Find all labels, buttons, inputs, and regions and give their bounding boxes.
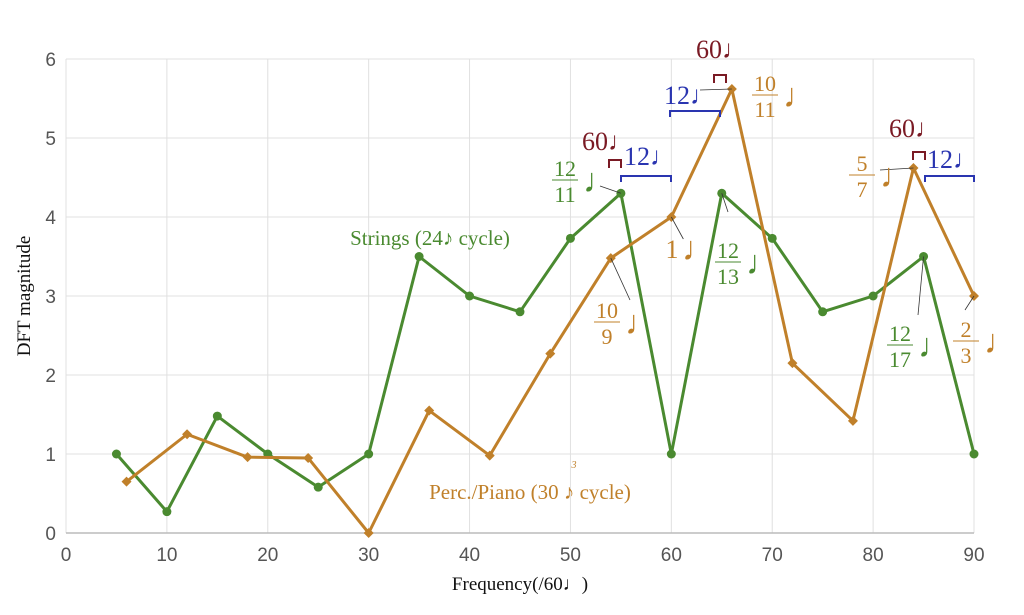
x-tick-label: 10 — [156, 545, 177, 566]
fraction-denominator: 17 — [889, 347, 911, 372]
data-point — [767, 233, 777, 243]
data-point — [363, 528, 374, 538]
quarter-note-icon: ♩ — [625, 305, 659, 342]
data-point — [818, 307, 828, 317]
y-tick-label: 3 — [45, 287, 56, 308]
period-label-60: 60♩ — [582, 127, 634, 156]
y-tick-label: 5 — [45, 129, 56, 150]
quarter-note-icon: ♩ — [880, 158, 914, 195]
data-point — [212, 411, 222, 421]
data-point — [242, 452, 253, 463]
period-label-12: 12♩ — [624, 142, 676, 171]
data-point — [484, 450, 495, 461]
quarter-note-icon: ♩ — [918, 328, 952, 365]
leader-line — [670, 216, 684, 240]
quarter-note-icon: ♩ — [984, 324, 1018, 361]
grid — [65, 58, 975, 534]
period-label-60: 60♩ — [696, 35, 748, 64]
tuplet-label: 3 — [571, 460, 577, 471]
fraction-value: 1 — [666, 235, 679, 264]
data-point — [111, 449, 121, 459]
leader-line — [599, 185, 622, 194]
leader-line — [721, 193, 729, 213]
data-point — [414, 252, 424, 261]
fraction-denominator: 7 — [857, 177, 868, 202]
data-point — [515, 307, 525, 317]
fraction-denominator: 13 — [717, 264, 739, 289]
x-tick-label: 70 — [762, 545, 783, 566]
data-point — [424, 405, 435, 416]
data-point — [545, 348, 556, 359]
fraction-numerator: 5 — [857, 151, 868, 176]
x-tick-label: 40 — [459, 545, 480, 566]
fraction-numerator: 12 — [889, 321, 911, 346]
fraction-numerator: 10 — [754, 71, 776, 96]
fraction-denominator: 9 — [602, 324, 613, 349]
leader-line — [699, 88, 732, 91]
data-point — [303, 452, 314, 463]
data-point — [465, 291, 475, 301]
x-tick-label: 80 — [863, 545, 884, 566]
data-point — [182, 429, 193, 440]
x-tick-label: 50 — [560, 545, 581, 566]
quarter-note-icon: ♩ — [682, 231, 716, 268]
y-tick-label: 4 — [45, 208, 56, 229]
series-line-strings — [115, 191, 976, 514]
fraction-denominator: 3 — [961, 343, 972, 368]
fraction-numerator: 12 — [554, 156, 576, 181]
leader-line — [610, 257, 631, 301]
data-point — [969, 449, 979, 459]
y-tick-label: 0 — [45, 524, 56, 545]
period-label-12: 12♩ — [927, 145, 979, 174]
period-label-60: 60♩ — [889, 114, 941, 143]
data-point — [121, 476, 132, 487]
quarter-note-icon: ♩ — [583, 163, 617, 200]
fraction-denominator: 11 — [754, 97, 775, 122]
data-point — [787, 358, 798, 369]
period-bracket-60 — [713, 74, 727, 83]
quarter-note-icon: ♩ — [746, 245, 780, 282]
fraction-numerator: 2 — [961, 317, 972, 342]
x-tick-label: 20 — [257, 545, 278, 566]
period-bracket-60 — [608, 159, 622, 168]
data-point — [868, 291, 878, 301]
data-point — [162, 507, 172, 517]
period-bracket-12 — [924, 175, 975, 182]
data-point — [565, 233, 575, 243]
y-axis-label: DFT magnitude — [14, 236, 35, 357]
data-point — [666, 449, 676, 459]
data-point — [313, 482, 323, 492]
period-bracket-12 — [669, 110, 721, 117]
annotations: Strings (24♪ cycle) Perc./Piano (30 ♪ cyc… — [350, 35, 1018, 504]
period-bracket-60 — [912, 151, 926, 160]
period-label-12: 12♩ — [664, 81, 716, 110]
fraction-denominator: 11 — [554, 182, 575, 207]
fraction-numerator: 10 — [596, 298, 618, 323]
leader-line — [964, 295, 975, 311]
x-tick-label: 90 — [963, 545, 984, 566]
x-tick-label: 0 — [61, 545, 72, 566]
period-bracket-12 — [620, 175, 672, 182]
data-point — [364, 449, 374, 459]
series-label-perc-piano: Perc./Piano (30 ♪ cycle) — [429, 480, 631, 504]
x-tick-label: 60 — [661, 545, 682, 566]
y-tick-label: 6 — [45, 50, 56, 71]
fraction-numerator: 12 — [717, 238, 739, 263]
y-tick-label: 2 — [45, 366, 56, 387]
series-line-perc-piano — [125, 87, 976, 535]
leader-line — [879, 167, 914, 171]
x-tick-label: 30 — [358, 545, 379, 566]
quarter-note-icon: ♩ — [783, 78, 817, 115]
series-label-strings: Strings (24♪ cycle) — [350, 226, 510, 250]
series — [111, 84, 979, 538]
data-point — [847, 415, 858, 426]
y-tick-label: 1 — [45, 445, 56, 466]
leader-line — [917, 256, 924, 316]
x-axis-label: Frequency(/60♩) — [452, 574, 588, 595]
